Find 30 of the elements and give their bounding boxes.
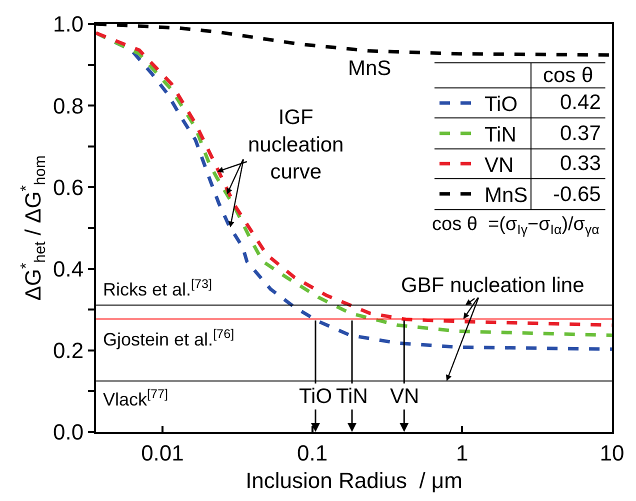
y-tick-label: 0.6: [53, 174, 84, 200]
y-tick-label: 1.0: [53, 12, 84, 37]
annotation: 0.33: [560, 152, 601, 175]
x-tick-label: 0.01: [141, 440, 184, 466]
x-axis-title: Inclusion Radius / μm: [246, 468, 462, 493]
annotation: 0.42: [560, 91, 601, 114]
x-tick-label: 1: [456, 440, 468, 466]
y-tick-label: 0.8: [53, 93, 84, 118]
annotation: IGF nucleation curve: [248, 106, 344, 184]
ref-line-label: Gjostein et al.$^{[76]}$: [103, 327, 234, 350]
legend-label: MnS: [484, 184, 528, 208]
y-tick-label: 0.2: [53, 338, 84, 364]
annotation: cos θ =(σ$_{Iγ}$−σ$_{Iα}$)/σ$_{γα}$: [432, 214, 600, 237]
annotation: TiN: [336, 385, 368, 408]
legend-label: TiN: [484, 124, 516, 147]
annotation: VN: [390, 385, 420, 408]
ref-line-label: Ricks et al.$^{[73]}$: [103, 277, 212, 300]
ref-line-label: Vlack$^{[77]}$: [103, 387, 168, 410]
annotation: GBF nucleation line: [401, 274, 584, 297]
y-tick-label: 0.0: [53, 420, 84, 445]
legend-label: TiO: [484, 93, 518, 116]
legend-title: cos θ: [543, 64, 594, 87]
annotation: 0.37: [560, 122, 601, 145]
y-tick-label: 0.4: [53, 256, 84, 282]
annotation: TiO: [299, 385, 332, 408]
annotation: MnS: [348, 57, 392, 80]
x-tick-label: 10: [600, 440, 624, 466]
annotation: -0.65: [553, 183, 601, 206]
x-tick-label: 0.1: [297, 440, 328, 466]
legend-label: VN: [484, 154, 514, 177]
